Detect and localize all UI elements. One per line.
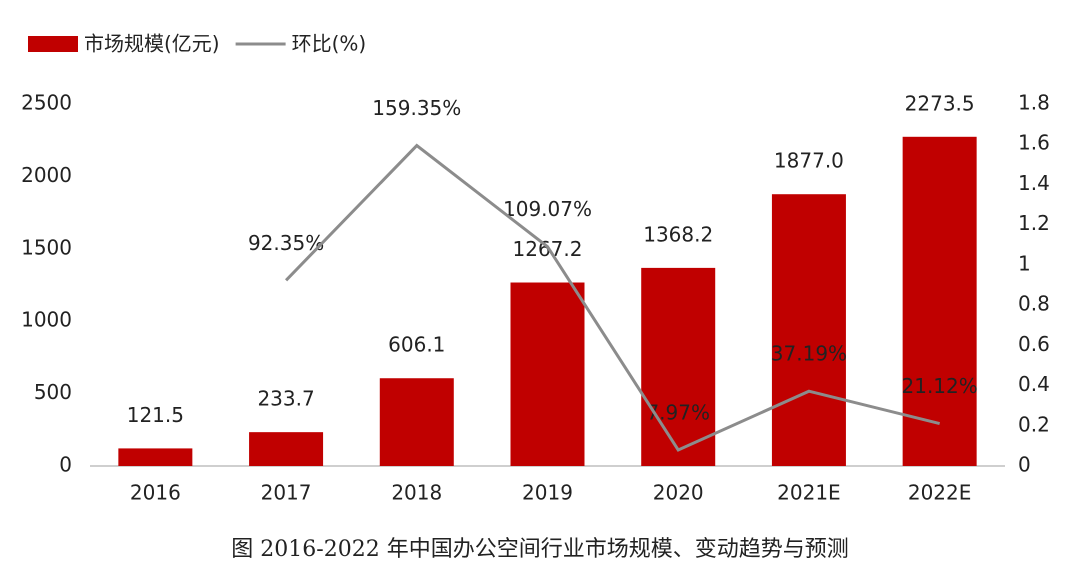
y2-tick-label: 1: [1018, 251, 1031, 275]
bar-value-label: 121.5: [127, 403, 184, 427]
x-tick-label: 2018: [391, 481, 442, 505]
bar: [902, 136, 977, 467]
bar: [379, 378, 454, 466]
line-value-label: 109.07%: [503, 197, 592, 221]
y2-tick-label: 1.2: [1018, 211, 1050, 235]
x-tick-label: 2021E: [777, 481, 841, 505]
y-tick-label: 1500: [21, 235, 72, 259]
x-tick-label: 2019: [522, 481, 573, 505]
y2-tick-label: 0.2: [1018, 412, 1050, 436]
line: [284, 143, 941, 452]
line-value-label: 159.35%: [372, 96, 461, 120]
bar: [510, 282, 585, 466]
chart-caption: 图 2016-2022 年中国办公空间行业市场规模、变动趋势与预测: [231, 537, 848, 562]
bar-value-label: 1877.0: [774, 149, 844, 173]
legend-swatch: [28, 36, 78, 52]
y-tick-label: 500: [34, 380, 72, 404]
x-tick-label: 2020: [653, 481, 704, 505]
bar-value-label: 1368.2: [643, 222, 713, 246]
line-value-label: 21.12%: [902, 374, 978, 398]
bar-value-label: 233.7: [257, 387, 314, 411]
line-value-label: 37.19%: [771, 342, 847, 366]
legend-label: 环比(%): [292, 32, 367, 56]
bar: [641, 267, 716, 466]
bar-value-label: 606.1: [388, 333, 445, 357]
y2-tick-label: 0.4: [1018, 372, 1050, 396]
line-value-label: 7.97%: [646, 400, 710, 424]
y2-tick-label: 0.6: [1018, 332, 1050, 356]
y-tick-label: 1000: [21, 308, 72, 332]
bar-value-label: 2273.5: [905, 91, 975, 115]
y2-tick-label: 0: [1018, 453, 1031, 477]
x-tick-label: 2022E: [908, 481, 972, 505]
bar: [118, 448, 193, 466]
bar: [771, 194, 846, 467]
y2-tick-label: 1.8: [1018, 91, 1050, 115]
legend-label: 市场规模(亿元): [84, 32, 220, 56]
x-tick-label: 2017: [261, 481, 312, 505]
y-tick-label: 2000: [21, 163, 72, 187]
y2-tick-label: 1.6: [1018, 131, 1050, 155]
line-value-label: 92.35%: [248, 231, 324, 255]
y2-tick-label: 0.8: [1018, 292, 1050, 316]
y-tick-label: 0: [59, 453, 72, 477]
y2-tick-label: 1.4: [1018, 171, 1050, 195]
bar: [249, 432, 324, 466]
y-tick-label: 2500: [21, 91, 72, 115]
x-tick-label: 2016: [130, 481, 181, 505]
